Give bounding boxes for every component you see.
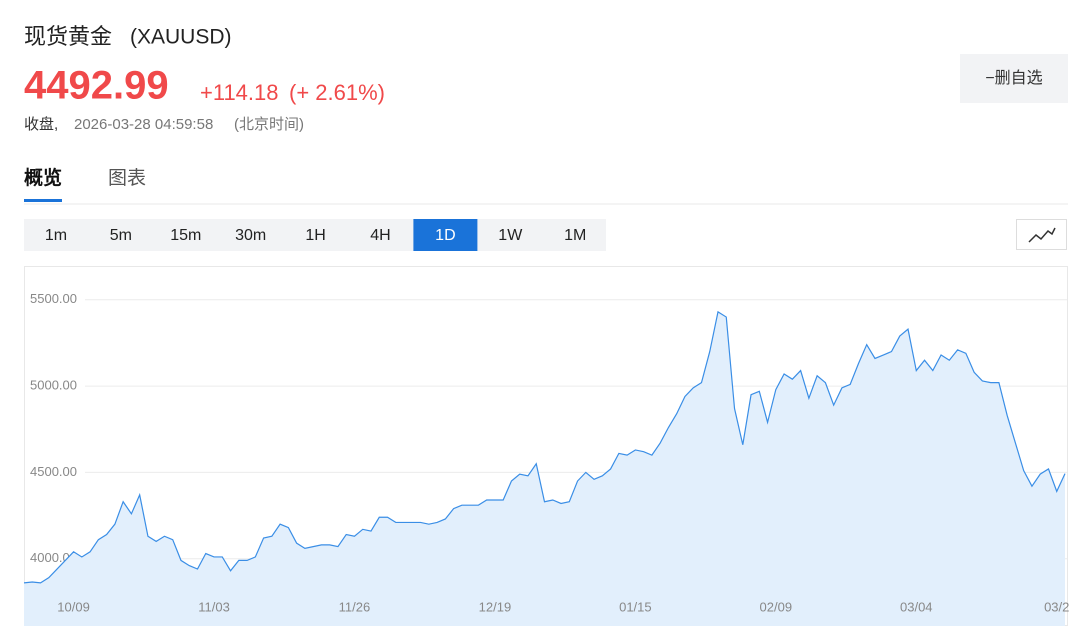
x-tick-label: 03/04 [900, 599, 933, 614]
x-tick-label: 01/15 [619, 599, 652, 614]
y-tick-label: 5500.00 [30, 291, 77, 306]
x-tick-label: 02/09 [760, 599, 793, 614]
timeframe-button[interactable]: 30m [235, 227, 266, 244]
quote-time: 2026-03-28 04:59:58 [74, 116, 213, 133]
timezone: (北京时间) [234, 116, 304, 133]
timeframe-button[interactable]: 5m [110, 227, 132, 244]
price-change: +114.18 [200, 80, 279, 105]
market-status: 收盘, [24, 115, 58, 133]
area-fill [24, 311, 1065, 626]
tab[interactable]: 图表 [108, 167, 146, 189]
timeframe-bar [24, 219, 606, 251]
timeframe-button[interactable]: 4H [370, 227, 390, 244]
y-tick-label: 5000.00 [30, 378, 77, 393]
x-tick-label: 11/03 [198, 599, 230, 614]
x-tick-label: 11/26 [339, 599, 371, 614]
timeframe-button[interactable]: 1W [498, 227, 523, 244]
timeframe-button[interactable]: 1H [305, 227, 325, 244]
tab-bar: 概览 图表 [24, 166, 146, 202]
timeframe-active[interactable] [413, 219, 478, 251]
price: 4492.99 [24, 64, 169, 108]
timeframe-buttons: 1m 5m 15m 30m 1H 4H 1D 1W 1M [45, 219, 586, 251]
watchlist-button[interactable] [960, 54, 1068, 103]
chart-type-button[interactable] [1016, 219, 1067, 250]
x-tick-label: 03/2 [1044, 599, 1069, 614]
timeframe-button[interactable]: 1M [564, 227, 586, 244]
tab[interactable]: 概览 [24, 166, 62, 189]
timeframe-button[interactable]: 15m [170, 227, 201, 244]
x-tick-label: 10/09 [57, 599, 90, 614]
instrument-title: 现货黄金 [24, 24, 112, 49]
price-line [23, 310, 1066, 584]
timeframe-button[interactable]: 1D [435, 227, 455, 244]
y-tick-label: 4500.00 [30, 464, 77, 479]
chart-type-icon[interactable] [1028, 227, 1056, 243]
timeframe-button[interactable]: 1m [45, 227, 67, 244]
instrument-symbol: (XAUUSD) [130, 26, 232, 49]
tab-underline [24, 199, 62, 202]
price-change-pct: (+ 2.61%) [289, 80, 385, 105]
x-tick-label: 12/19 [479, 599, 512, 614]
watchlist-button-label[interactable]: −删自选 [985, 69, 1042, 87]
